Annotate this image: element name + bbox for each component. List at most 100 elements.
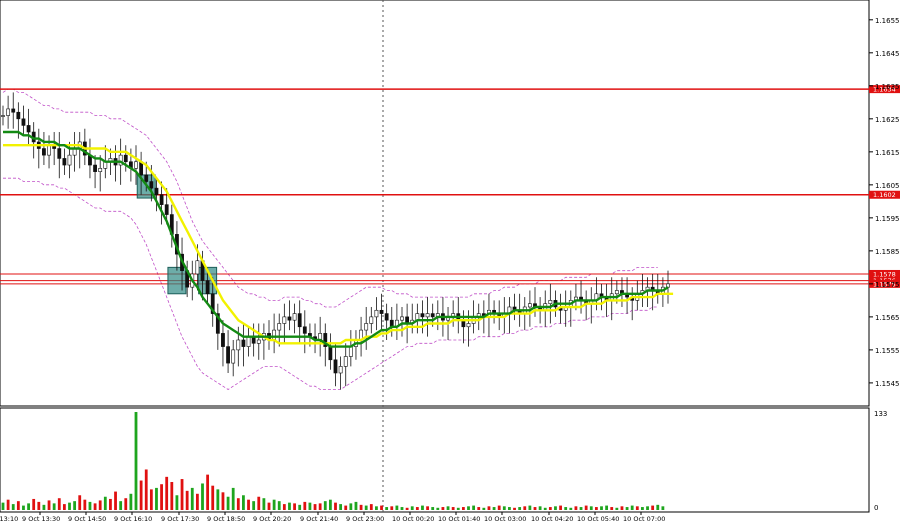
volume-bar — [584, 505, 588, 510]
volume-bar — [252, 501, 256, 510]
volume-bar — [523, 506, 527, 510]
volume-bar — [359, 504, 363, 510]
volume-bar — [543, 507, 547, 510]
candle-body — [282, 316, 287, 324]
level-label: 1.1578 — [873, 270, 896, 278]
volume-bar — [221, 492, 225, 510]
volume-bar — [344, 505, 348, 510]
band_lower-line — [3, 177, 658, 390]
volume-bar — [16, 501, 20, 510]
candle-body — [548, 300, 553, 304]
volume-bar — [288, 502, 291, 510]
y-tick-label: 1.1645 — [875, 50, 900, 58]
candle-body — [256, 339, 261, 344]
volume-bar — [139, 480, 143, 510]
level-label: 1.1634 — [873, 86, 896, 94]
volume-bar — [569, 507, 573, 510]
x-tick-label: 9 Oct 14:50 — [68, 515, 106, 523]
volume-bar — [170, 482, 174, 510]
moving-averages — [3, 130, 674, 348]
level-label: 1.1575 — [873, 280, 896, 288]
candle-body — [277, 323, 282, 331]
volume-bar — [564, 507, 568, 510]
volume-bar — [149, 489, 153, 510]
candle-body — [67, 154, 72, 166]
volume-bar — [6, 499, 10, 510]
volume-bar — [615, 507, 619, 510]
candle-body — [297, 313, 302, 328]
candle-body — [26, 125, 31, 133]
candle-body — [302, 326, 307, 334]
candle-body — [11, 108, 16, 113]
volume-bar — [185, 490, 189, 510]
candle-body — [215, 313, 220, 334]
volume-bar — [328, 499, 332, 510]
x-tick-label: 9 Oct 13:10 — [0, 515, 18, 523]
candle-body — [420, 313, 425, 318]
y-tick-label: 1.1615 — [875, 149, 900, 157]
candle-body — [384, 313, 389, 321]
volume-bar — [405, 507, 409, 510]
ma_slow-line — [3, 144, 674, 345]
volume-bar — [160, 484, 163, 510]
volume-bar — [651, 505, 655, 510]
y-tick-label: 1.1555 — [875, 347, 900, 355]
price-axis: 1.1655 1.1645 1.1635 1.1625 1.1615 1.1605 1.15… — [869, 17, 900, 388]
volume-bar — [538, 506, 542, 510]
volume-bar — [323, 501, 327, 510]
y-tick-label: 1.1605 — [875, 182, 900, 190]
candle-body — [343, 356, 348, 367]
candle-body — [210, 293, 215, 314]
x-tick-label: 9 Oct 23:00 — [346, 515, 384, 523]
candle-body — [164, 204, 169, 215]
candle-body — [226, 346, 230, 364]
candle-body — [614, 290, 619, 295]
x-tick-label: 9 Oct 16:10 — [114, 515, 152, 523]
candle-body — [328, 346, 333, 361]
volume-bar — [487, 506, 491, 510]
candle-body — [348, 346, 353, 357]
level-label: 1.1602 — [873, 191, 896, 199]
volume-tick-label: 133 — [874, 410, 887, 418]
volume-bar — [472, 505, 476, 510]
volume-bar — [62, 504, 66, 510]
volume-bar — [410, 506, 414, 510]
volume-bar — [37, 501, 41, 510]
volume-bar — [446, 506, 450, 510]
candle-body — [98, 168, 103, 172]
volume-bar — [605, 505, 609, 510]
volume-bar — [661, 506, 665, 510]
volume-bar — [589, 506, 593, 510]
volume-bar — [313, 504, 317, 510]
ma_fast-line — [3, 130, 669, 348]
candle-body — [42, 148, 46, 156]
candle-body — [6, 108, 11, 116]
x-tick-label: 9 Oct 21:40 — [300, 515, 338, 523]
level-tag — [869, 85, 900, 94]
candle-body — [333, 359, 338, 374]
volume-bar — [293, 503, 296, 510]
volume-bar — [364, 505, 368, 510]
x-tick-label: 10 Oct 07:00 — [623, 515, 665, 523]
volume-bar — [231, 487, 235, 510]
candle-body — [338, 366, 343, 374]
volume-bar — [124, 498, 128, 510]
candlesticks — [1, 92, 670, 390]
volume-bar — [528, 505, 532, 510]
volume-bar — [134, 412, 138, 510]
volume-bar — [98, 500, 102, 510]
volume-bar — [298, 504, 302, 510]
y-tick-label: 1.1595 — [875, 215, 900, 223]
volume-bar — [369, 504, 373, 510]
volume-bar — [630, 505, 634, 510]
volume-bar — [22, 505, 25, 510]
envelope-bands — [2, 88, 658, 390]
volume-bar — [144, 469, 148, 510]
volume-bar — [103, 496, 107, 510]
volume-bar — [554, 506, 557, 510]
candle-body — [134, 161, 138, 169]
volume-bar — [282, 504, 286, 510]
volume-bar — [625, 507, 629, 510]
